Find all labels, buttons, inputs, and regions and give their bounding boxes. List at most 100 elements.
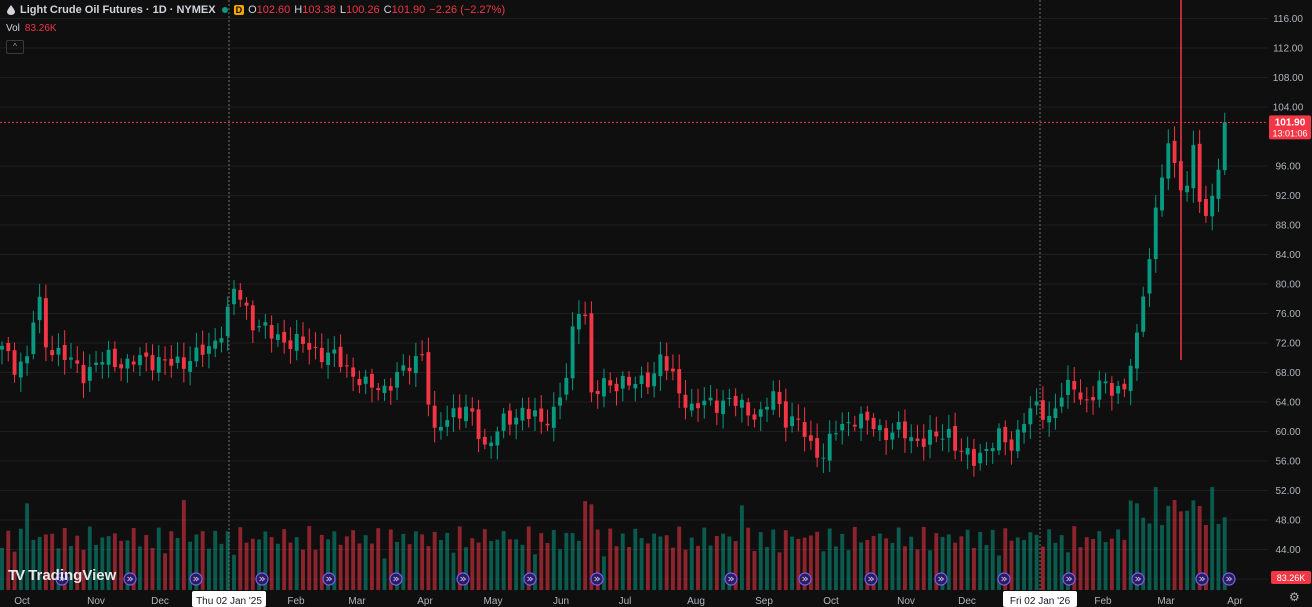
candle-body xyxy=(395,371,399,388)
volume-bar xyxy=(702,527,707,590)
volume-bar xyxy=(1003,528,1008,590)
volume-bar xyxy=(965,529,970,590)
volume-bar xyxy=(1103,542,1108,590)
candle-body xyxy=(175,356,180,363)
candle-body xyxy=(1166,143,1171,179)
candle-body xyxy=(225,306,230,337)
volume-bar xyxy=(288,542,293,590)
candle-body xyxy=(520,407,525,421)
volume-bar xyxy=(846,550,851,590)
event-marker-glyph xyxy=(728,576,735,582)
candle-body xyxy=(1034,401,1039,406)
volume-bar xyxy=(344,536,349,590)
volume-bar xyxy=(18,528,23,590)
event-marker-glyph xyxy=(1135,576,1142,582)
candle-body xyxy=(307,343,312,350)
candle-body xyxy=(777,391,782,405)
volume-bar xyxy=(50,533,55,590)
candle-body xyxy=(558,397,563,406)
chevron-up-icon[interactable]: ^ xyxy=(6,40,24,54)
candle-body xyxy=(890,432,895,440)
volume-bar xyxy=(457,526,462,590)
candle-body xyxy=(1185,185,1190,193)
tradingview-mark-icon: TV xyxy=(8,567,25,584)
volume-bar xyxy=(1141,517,1146,590)
candle-body xyxy=(771,391,776,410)
time-axis[interactable]: Oct Nov Dec Feb Mar Apr May Jun Jul Aug Sep Oct Nov D… xyxy=(0,590,1268,607)
candle-body xyxy=(689,403,694,411)
volume-bar xyxy=(194,534,199,590)
candle-body xyxy=(1009,439,1014,451)
volume-bar xyxy=(1028,532,1033,590)
candle-body xyxy=(1097,380,1102,400)
candle-body xyxy=(1216,169,1221,199)
candle-body xyxy=(758,409,763,417)
candle-body xyxy=(846,422,851,424)
time-tick-label: Mar xyxy=(348,596,366,607)
time-tick-label: Feb xyxy=(287,596,305,607)
open-value: 102.60 xyxy=(256,4,291,16)
close-value: 101.90 xyxy=(391,4,426,16)
candle-body xyxy=(865,411,870,421)
candle-body xyxy=(645,372,650,388)
volume-bar xyxy=(163,553,167,590)
volume-bar xyxy=(420,534,425,590)
candle-body xyxy=(583,314,588,317)
volume-bar xyxy=(1203,524,1208,590)
candle-body xyxy=(570,326,575,379)
volume-bar xyxy=(150,548,155,590)
volume-bar xyxy=(526,526,531,590)
volume-bar xyxy=(545,543,550,590)
price-axis[interactable]: 116.00 112.00 108.00 104.00 96.00 92.00 88.00 8… xyxy=(1268,0,1312,607)
change-value: −2.26 (−2.27%) xyxy=(429,4,506,16)
volume-bar xyxy=(1009,540,1014,590)
symbol-title[interactable]: Light Crude Oil Futures · 1D · NYMEX xyxy=(20,4,216,16)
gear-icon[interactable]: ⚙ xyxy=(1289,590,1300,604)
candle-body xyxy=(902,421,907,439)
event-marker-glyph xyxy=(326,576,333,582)
candle-body xyxy=(1040,400,1045,420)
candle-body xyxy=(1015,429,1020,452)
timeframe-badge: D xyxy=(233,5,245,15)
candle-body xyxy=(338,346,343,368)
volume-bar xyxy=(1122,539,1127,590)
volume-bar xyxy=(326,539,331,590)
volume-legend: Vol 83.26K xyxy=(6,23,57,34)
candle-body xyxy=(1135,332,1139,369)
volume-bar xyxy=(282,529,287,590)
volume-bar xyxy=(1022,539,1027,590)
candle-body xyxy=(489,442,494,447)
event-marker-glyph xyxy=(1226,576,1233,582)
time-tick-label: Apr xyxy=(417,596,433,607)
volume-bar xyxy=(144,535,149,590)
volume-bar xyxy=(520,544,525,590)
volume-bar xyxy=(1210,487,1215,590)
candle-body xyxy=(696,403,700,409)
volume-bar xyxy=(94,544,98,590)
time-tick-label: Feb xyxy=(1094,596,1112,607)
candle-body xyxy=(6,342,11,352)
tradingview-logo[interactable]: TV TradingView xyxy=(8,567,116,584)
volume-bar xyxy=(376,528,381,590)
candle-body xyxy=(620,375,625,389)
volume-bar xyxy=(1160,525,1164,590)
candle-body xyxy=(526,408,531,420)
volume-bar xyxy=(514,539,519,590)
time-tick-label: Nov xyxy=(897,596,915,607)
volume-bar xyxy=(633,528,638,590)
volume-bar xyxy=(175,537,180,590)
price-tick-label: 84.00 xyxy=(1275,250,1300,261)
volume-bar xyxy=(714,536,719,590)
candle-body xyxy=(602,378,606,397)
candle-body xyxy=(288,340,293,350)
candle-body xyxy=(551,406,556,428)
volume-bar xyxy=(746,527,751,590)
volume-bar xyxy=(777,552,782,590)
candle-body xyxy=(746,402,751,416)
volume-bar xyxy=(31,539,36,590)
crosshair-date-label: Thu 02 Jan '25 xyxy=(196,596,262,607)
event-markers[interactable] xyxy=(55,572,1236,586)
volume-bar xyxy=(1135,503,1139,590)
candle-body xyxy=(426,352,431,405)
